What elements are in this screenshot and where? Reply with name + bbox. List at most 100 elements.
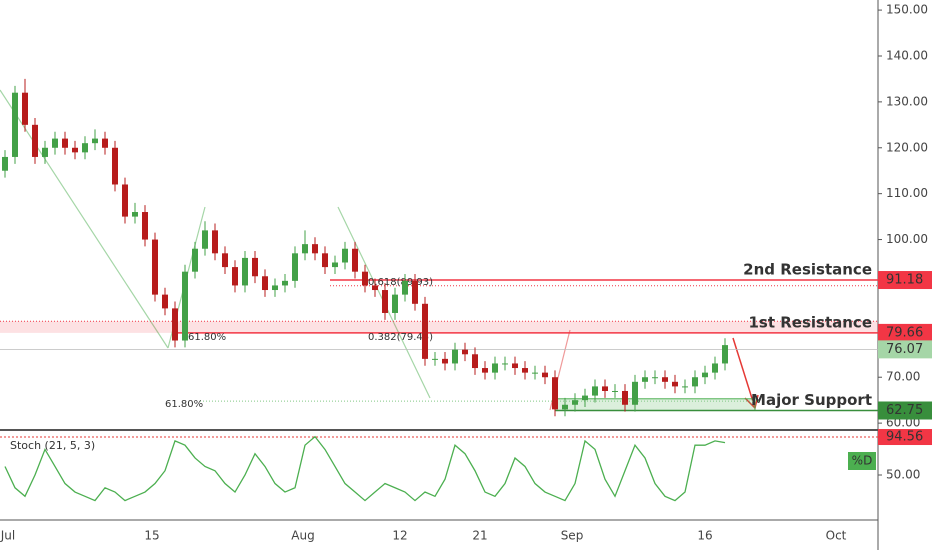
candle-body [62,138,68,148]
candle-body [282,280,288,286]
candle-body [362,271,368,286]
candle-body [702,372,708,378]
candle-body [2,156,8,171]
candle-body [442,358,448,364]
candle-body [342,248,348,263]
candle-body [422,303,428,359]
resistance-zone [0,321,878,333]
candle-body [532,372,538,374]
candle-body [72,147,78,153]
candle-body [152,239,158,295]
candle-body [632,381,638,405]
candle-body [352,248,358,272]
x-tick-label: 16 [697,529,712,543]
price-tag-label: 91.18 [886,273,923,288]
candle-body [102,138,108,148]
candle-body [522,368,528,373]
candle-body [192,248,198,272]
candle-body [22,92,28,125]
level-label: Major Support [751,391,872,409]
candle-body [122,184,128,217]
candle-body [272,285,278,291]
candle-body [12,92,18,157]
candle-body [472,354,478,369]
candle-body [382,290,388,313]
y-tick-label: 50.00 [886,468,920,482]
candle-body [112,147,118,185]
candle-body [322,253,328,268]
candle-body [132,212,138,217]
y-tick-label: 70.00 [886,370,920,384]
legend-tag [848,452,876,470]
y-tick-label: 140.00 [886,48,928,62]
x-tick-label: Sep [561,529,584,543]
candle-body [502,363,508,365]
level-label: 1st Resistance [748,313,872,331]
candle-body [242,257,248,286]
candle-body [682,386,688,388]
candle-body [622,390,628,405]
candle-body [652,377,658,379]
y-tick-label: 130.00 [886,94,928,108]
candle-body [482,368,488,373]
candle-body [452,349,458,364]
candle-body [592,386,598,396]
candle-body [82,143,88,153]
candle-body [252,257,258,277]
candle-body [392,294,398,313]
price-tag-label: 76.07 [886,342,923,357]
price-tag [878,271,932,290]
candle-body [262,276,268,291]
candle-body [372,285,378,291]
candle-body [602,386,608,391]
y-tick-label: 110.00 [886,186,928,200]
candle-body [692,377,698,387]
candle-body [312,244,318,254]
fib-label: 0.618(89.93) [368,277,433,288]
candle-body [202,230,208,249]
candle-body [52,138,58,148]
candle-body [402,280,408,295]
candle-body [492,363,498,373]
candle-body [712,363,718,373]
legend-label: %D [852,454,873,468]
candle-body [512,363,518,369]
candle-body [722,345,728,364]
stoch-line [4,435,726,502]
level-label: 2nd Resistance [743,261,872,279]
candle-body [582,395,588,401]
y-tick-label: 150.00 [886,3,928,17]
candle-body [302,244,308,254]
candle-body [642,377,648,382]
candle-body [542,372,548,378]
candle-body [412,280,418,304]
candle-body [462,349,468,355]
candle-body [662,377,668,382]
fib-label: 61.80% [165,399,203,410]
indicator-title: Stoch (21, 5, 3) [10,439,95,452]
candle-body [572,400,578,405]
y-tick-label: 120.00 [886,140,928,154]
candle-body [162,294,168,309]
price-tag-label: 79.66 [886,325,923,340]
price-tag-label: 94.56 [886,430,923,445]
price-tag [878,401,932,420]
candle-body [222,253,228,268]
x-tick-label: Oct [826,529,847,543]
candle-body [182,271,188,341]
x-tick-label: 21 [472,529,487,543]
price-tag [878,323,932,342]
candle-body [332,262,338,268]
candle-body [672,381,678,387]
x-tick-label: Jul [0,529,15,543]
y-tick-label: 100.00 [886,232,928,246]
x-tick-label: Aug [291,529,314,543]
price-tag [878,340,932,359]
candle-body [42,147,48,157]
fib-label: 61.80% [188,332,226,343]
fib-label: 0.382(79.45) [368,332,433,343]
candle-body [432,358,438,360]
candle-body [232,267,238,286]
candle-body [552,377,558,410]
